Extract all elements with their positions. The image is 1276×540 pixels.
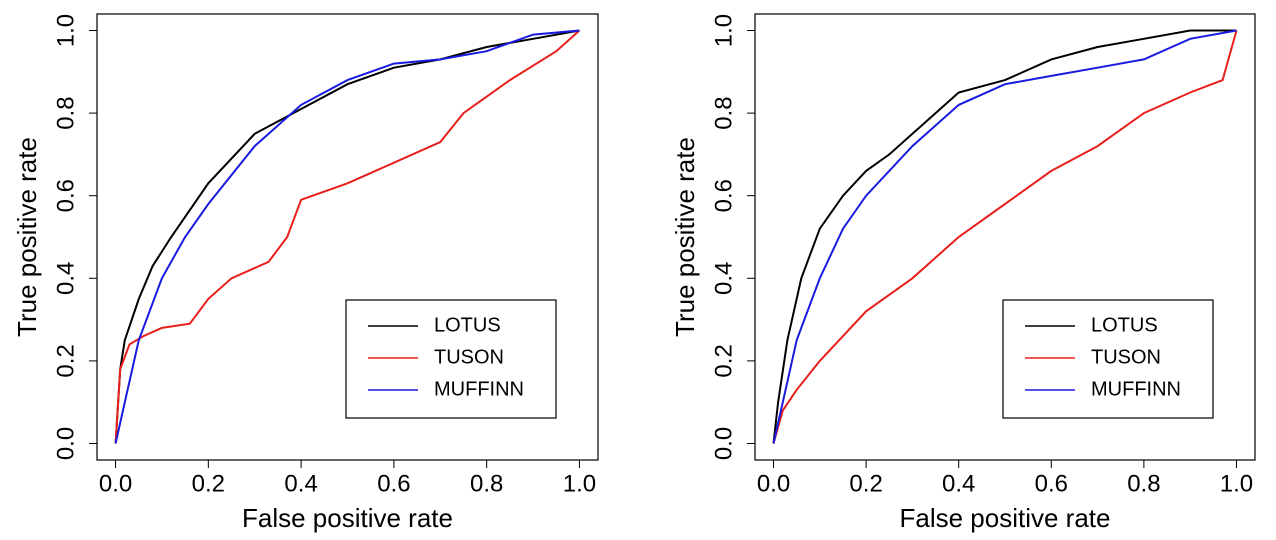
legend: LOTUS TUSON MUFFINN [345,299,557,419]
x-tick-label: 0.0 [757,470,790,497]
y-tick-label: 0.0 [710,427,737,460]
y-axis-title: True positive rate [670,137,700,337]
y-tick-label: 0.2 [710,344,737,377]
y-tick-label: 0.4 [52,262,79,295]
y-tick-label: 0.8 [52,96,79,129]
x-tick-label: 1.0 [1220,470,1253,497]
legend-label: MUFFINN [434,378,524,400]
legend-box [345,299,557,419]
plot-frame [96,13,599,461]
x-tick-label: 0.2 [192,470,225,497]
x-tick-label: 0.4 [942,470,975,497]
roc-line [772,30,1238,444]
x-axis-title: False positive rate [900,503,1111,533]
x-tick-label: 1.0 [563,470,596,497]
x-tick-label: 0.6 [1035,470,1068,497]
x-tick-label: 0.0 [99,470,132,497]
y-tick-label: 1.0 [52,14,79,47]
x-tick-label: 0.8 [1127,470,1160,497]
roc-line [114,29,580,444]
roc-line [772,29,1237,444]
legend-label: LOTUS [434,314,501,336]
x-tick-label: 0.4 [284,470,317,497]
y-tick-label: 0.4 [710,262,737,295]
y-tick-label: 0.6 [710,179,737,212]
roc-line [114,29,580,444]
x-tick-label: 0.8 [470,470,503,497]
roc-line [772,29,1237,444]
y-axis-title: True positive rate [12,137,42,337]
legend-label: MUFFINN [1091,378,1181,400]
legend-label: TUSON [434,346,504,368]
legend-label: LOTUS [1091,314,1158,336]
legend-box [1002,299,1214,419]
plot-frame [754,13,1256,461]
y-tick-label: 0.2 [52,344,79,377]
y-tick-label: 0.0 [52,427,79,460]
x-tick-label: 0.6 [377,470,410,497]
y-tick-label: 1.0 [710,14,737,47]
y-tick-label: 0.8 [710,96,737,129]
y-tick-label: 0.6 [52,179,79,212]
legend: LOTUS TUSON MUFFINN [1002,299,1214,419]
x-tick-label: 0.2 [849,470,882,497]
x-axis-title: False positive rate [242,503,453,533]
legend-label: TUSON [1091,346,1161,368]
roc-line [114,29,581,444]
